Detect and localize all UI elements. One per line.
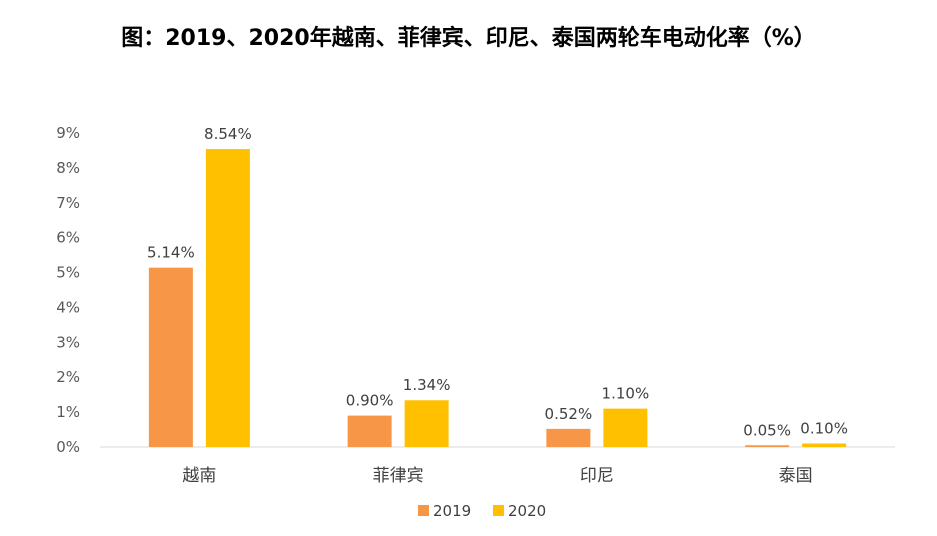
bar-2019 [148,267,193,447]
legend-label: 2020 [508,502,546,520]
y-tick-label: 0% [56,438,80,456]
x-category-label: 越南 [182,466,216,486]
data-label: 1.34% [403,376,451,394]
bar-2020 [404,400,449,447]
y-tick-label: 8% [56,159,80,177]
y-tick-label: 7% [56,194,80,212]
data-label: 0.52% [545,405,593,423]
bar-2019 [347,415,392,447]
bar-2019 [546,428,591,447]
data-label: 1.10% [602,385,650,403]
x-category-label: 印尼 [580,466,614,486]
y-tick-label: 1% [56,403,80,421]
x-category-label: 菲律宾 [373,466,424,486]
y-tick-label: 5% [56,264,80,282]
data-label: 0.90% [346,392,394,410]
y-tick-label: 9% [56,124,80,142]
data-label: 0.05% [743,421,791,439]
bar-2020 [205,149,250,447]
y-tick-label: 4% [56,298,80,316]
bar-2020 [603,408,648,447]
data-label: 0.10% [800,420,848,438]
bar-2019 [745,445,790,447]
legend-swatch-2020 [493,505,504,516]
y-tick-label: 6% [56,229,80,247]
legend-swatch-2019 [418,505,429,516]
legend-label: 2019 [433,502,471,520]
x-category-label: 泰国 [779,466,813,486]
data-label: 5.14% [147,244,195,262]
chart-title: 图：2019、2020年越南、菲律宾、印尼、泰国两轮车电动化率（%） [121,26,816,51]
y-tick-label: 2% [56,368,80,386]
y-tick-label: 3% [56,333,80,351]
bar-2020 [802,443,847,447]
data-label: 8.54% [204,125,252,143]
